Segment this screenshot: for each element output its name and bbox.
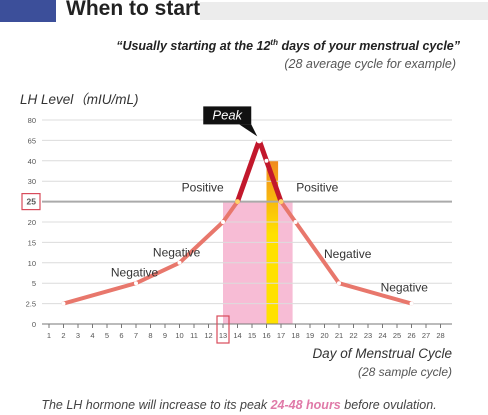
x-tick-label: 24 xyxy=(378,331,386,340)
lh-curve-segment xyxy=(279,199,298,224)
lh-curve-segment xyxy=(134,260,182,286)
x-tick-label: 26 xyxy=(407,331,415,340)
x-tick-label: 14 xyxy=(233,331,241,340)
data-point xyxy=(264,158,269,163)
x-tick-label: 28 xyxy=(436,331,444,340)
x-tick-label: 4 xyxy=(90,331,94,340)
x-tick-label: 11 xyxy=(190,331,198,340)
x-tick-label: 20 xyxy=(320,331,328,340)
x-tick-label: 10 xyxy=(175,331,183,340)
data-point xyxy=(293,220,298,224)
x-tick-label: 22 xyxy=(349,331,357,340)
x-tick-label: 6 xyxy=(119,331,123,340)
x-tick-label: 12 xyxy=(204,331,212,340)
data-point xyxy=(409,301,414,306)
negative-label: Negative xyxy=(111,266,159,280)
x-tick-label: 16 xyxy=(262,331,270,340)
x-axis-label: Day of Menstrual Cycle xyxy=(312,346,452,361)
lh-curve-segment xyxy=(235,137,262,205)
lh-curve-segment xyxy=(264,158,284,205)
y-tick-label: 2.5 xyxy=(26,300,36,309)
data-point xyxy=(278,199,284,205)
data-point xyxy=(221,220,225,224)
y-tick-label: 30 xyxy=(28,177,36,186)
x-tick-label: 15 xyxy=(248,331,256,340)
x-tick-label: 25 xyxy=(393,331,401,340)
header-accent-block xyxy=(0,0,56,22)
lh-curve-segment xyxy=(221,199,240,224)
y-tick-label: 25 xyxy=(27,197,37,207)
footer-note: The LH hormone will increase to its peak… xyxy=(41,398,437,412)
page-title: When to start xyxy=(66,0,201,20)
lh-curve-segment xyxy=(337,281,414,306)
quote-subtext: (28 average cycle for example) xyxy=(284,57,456,71)
positive-label: Positive xyxy=(182,180,224,194)
peak-callout-pointer xyxy=(239,124,258,137)
x-tick-highlight-box xyxy=(216,315,230,344)
x-tick-label: 19 xyxy=(306,331,314,340)
y-tick-label: 40 xyxy=(28,157,36,166)
x-tick-label: 9 xyxy=(163,331,167,340)
data-point xyxy=(177,260,182,265)
header-bar xyxy=(200,2,488,20)
y-tick-label: 65 xyxy=(28,136,36,145)
x-axis-sublabel: (28 sample cycle) xyxy=(357,365,452,379)
peak-callout xyxy=(203,106,252,125)
x-tick-label: 3 xyxy=(76,331,80,340)
x-tick-label: 7 xyxy=(134,331,138,340)
x-tick-label: 2 xyxy=(61,331,65,340)
x-tick-label: 18 xyxy=(291,331,299,340)
x-tick-label: 8 xyxy=(148,331,152,340)
x-tick-label: 17 xyxy=(277,331,285,340)
positive-label: Positive xyxy=(296,180,338,194)
data-point xyxy=(235,199,240,205)
y-tick-highlight-box xyxy=(21,193,41,211)
data-point xyxy=(337,281,341,286)
lh-curve-segment xyxy=(61,281,138,306)
lh-curve-segment xyxy=(256,137,269,164)
x-tick-label: 5 xyxy=(105,331,109,340)
x-tick-label: 27 xyxy=(422,331,430,340)
data-point xyxy=(134,281,138,286)
data-point xyxy=(256,137,263,144)
negative-label: Negative xyxy=(324,247,372,261)
peak-label: Peak xyxy=(212,107,243,122)
x-tick-label: 1 xyxy=(47,331,51,340)
x-tick-label: 21 xyxy=(335,331,343,340)
data-point xyxy=(61,301,66,306)
y-tick-label: 20 xyxy=(28,218,36,227)
lh-curve-segment xyxy=(293,220,341,286)
y-tick-label: 10 xyxy=(28,259,36,268)
negative-label: Negative xyxy=(381,280,429,294)
quote-text: “Usually starting at the 12th days of yo… xyxy=(116,38,460,54)
x-tick-label: 23 xyxy=(364,331,372,340)
y-tick-label: 0 xyxy=(32,320,36,329)
negative-label: Negative xyxy=(153,246,201,260)
y-tick-label: 80 xyxy=(28,116,36,125)
y-tick-label: 15 xyxy=(28,238,36,247)
y-tick-label: 5 xyxy=(32,279,36,288)
lh-curve-segment xyxy=(177,220,225,265)
x-tick-label: 13 xyxy=(219,331,227,340)
y-axis-label: LH Level（mIU/mL) xyxy=(20,92,139,107)
